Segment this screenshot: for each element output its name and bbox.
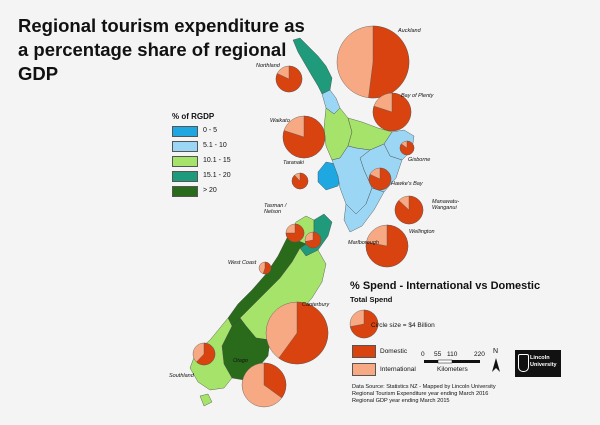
pie-slice-domestic xyxy=(399,140,415,156)
pie-tasman-nelson xyxy=(285,223,305,243)
pie-marlborough xyxy=(304,231,322,249)
map-title: Regional tourism expenditure as a percen… xyxy=(18,15,305,84)
pie-waikato xyxy=(282,115,326,159)
domestic-swatch xyxy=(352,345,376,358)
region-label: Hawke's Bay xyxy=(391,181,423,187)
region-label: Northland xyxy=(256,63,280,69)
scale-bar xyxy=(424,359,480,364)
pie-taranaki xyxy=(291,172,309,190)
scale-tick-110: 110 xyxy=(447,351,458,358)
international-swatch xyxy=(352,363,376,376)
pie-slice-domestic xyxy=(263,362,287,399)
region-label: Manawatu- Wanganui xyxy=(432,199,460,211)
scale-tick-55: 55 xyxy=(434,351,442,358)
source-note: Data Source: Statistics NZ - Mapped by L… xyxy=(352,384,496,404)
international-label: International xyxy=(380,366,416,373)
region-label: Bay of Plenty xyxy=(401,93,434,99)
pie-wellington xyxy=(365,224,409,268)
pie-northland xyxy=(275,65,303,93)
pie-bay-of-plenty xyxy=(372,92,412,132)
scale-tick-0: 0 xyxy=(421,351,425,358)
rgdp-swatch xyxy=(172,156,198,167)
pie-slice-domestic xyxy=(278,301,329,365)
pie-slice-domestic xyxy=(368,167,392,191)
pie-auckland xyxy=(336,25,410,99)
rgdp-class-label: 10.1 - 15 xyxy=(203,157,231,164)
pie-slice-domestic xyxy=(262,261,272,275)
pie-otago xyxy=(241,362,287,408)
pie-west-coast xyxy=(258,261,272,275)
rgdp-class-label: 5.1 - 10 xyxy=(203,142,227,149)
region-stewart-island xyxy=(199,393,213,407)
north-arrow-icon xyxy=(492,358,500,372)
region-label: Gisborne xyxy=(408,157,431,163)
rgdp-swatch xyxy=(172,171,198,182)
pie-layer xyxy=(192,25,424,408)
pie-canterbury xyxy=(265,301,329,365)
region-label: Wellington xyxy=(409,229,435,235)
spend-legend-title: % Spend - International vs Domestic xyxy=(350,280,541,292)
region-label: Waikato xyxy=(270,118,290,124)
pie-slice-domestic xyxy=(350,309,379,339)
pie-slice-domestic xyxy=(394,195,424,225)
rgdp-swatch xyxy=(172,186,198,197)
pie-slice-domestic xyxy=(368,25,410,99)
region-label: Otago xyxy=(233,358,248,364)
region-wellington xyxy=(343,187,385,233)
rgdp-class-label: 15.1 - 20 xyxy=(203,172,231,179)
circle-size-note: Circle size = $4 Billion xyxy=(371,322,435,329)
spend-legend-subtitle: Total Spend xyxy=(350,295,393,304)
region-auckland xyxy=(321,89,341,115)
pie-slice-domestic xyxy=(372,92,412,132)
rgdp-class-label: > 20 xyxy=(203,187,217,194)
pie-slice-domestic xyxy=(304,231,322,249)
pie-slice-domestic xyxy=(291,172,309,190)
pie-slice-domestic xyxy=(282,115,326,159)
pie-slice-domestic xyxy=(365,224,409,268)
region-label: Auckland xyxy=(398,28,421,34)
pie-slice-domestic xyxy=(285,223,305,243)
rgdp-swatch xyxy=(172,126,198,137)
region-manawatu-wanganui xyxy=(331,145,373,215)
pie-gisborne xyxy=(399,140,415,156)
pie-slice-domestic xyxy=(196,342,216,366)
crest-icon xyxy=(518,354,529,372)
pie-slice-domestic xyxy=(275,65,303,93)
pie-manawatu-wanganui xyxy=(394,195,424,225)
scale-unit: Kilometers xyxy=(437,366,468,373)
domestic-label: Domestic xyxy=(380,348,408,355)
rgdp-class-label: 0 - 5 xyxy=(203,127,218,134)
region-label: Marlborough xyxy=(348,240,379,246)
region-label: Southland xyxy=(169,373,194,379)
pie-hawke-s-bay xyxy=(368,167,392,191)
lincoln-university-logo: Lincoln University xyxy=(515,350,561,377)
region-label: West Coast xyxy=(228,260,257,266)
legend-total-spend-circle xyxy=(349,309,379,339)
region-label: Taranaki xyxy=(283,160,304,166)
rgdp-swatch xyxy=(172,141,198,152)
region-label: Canterbury xyxy=(302,302,330,308)
north-label: N xyxy=(493,348,499,355)
region-label: Tasman / Nelson xyxy=(264,203,287,215)
scale-tick-220: 220 xyxy=(474,351,485,358)
pie-southland xyxy=(192,342,216,366)
rgdp-legend-title: % of RGDP xyxy=(172,112,215,121)
